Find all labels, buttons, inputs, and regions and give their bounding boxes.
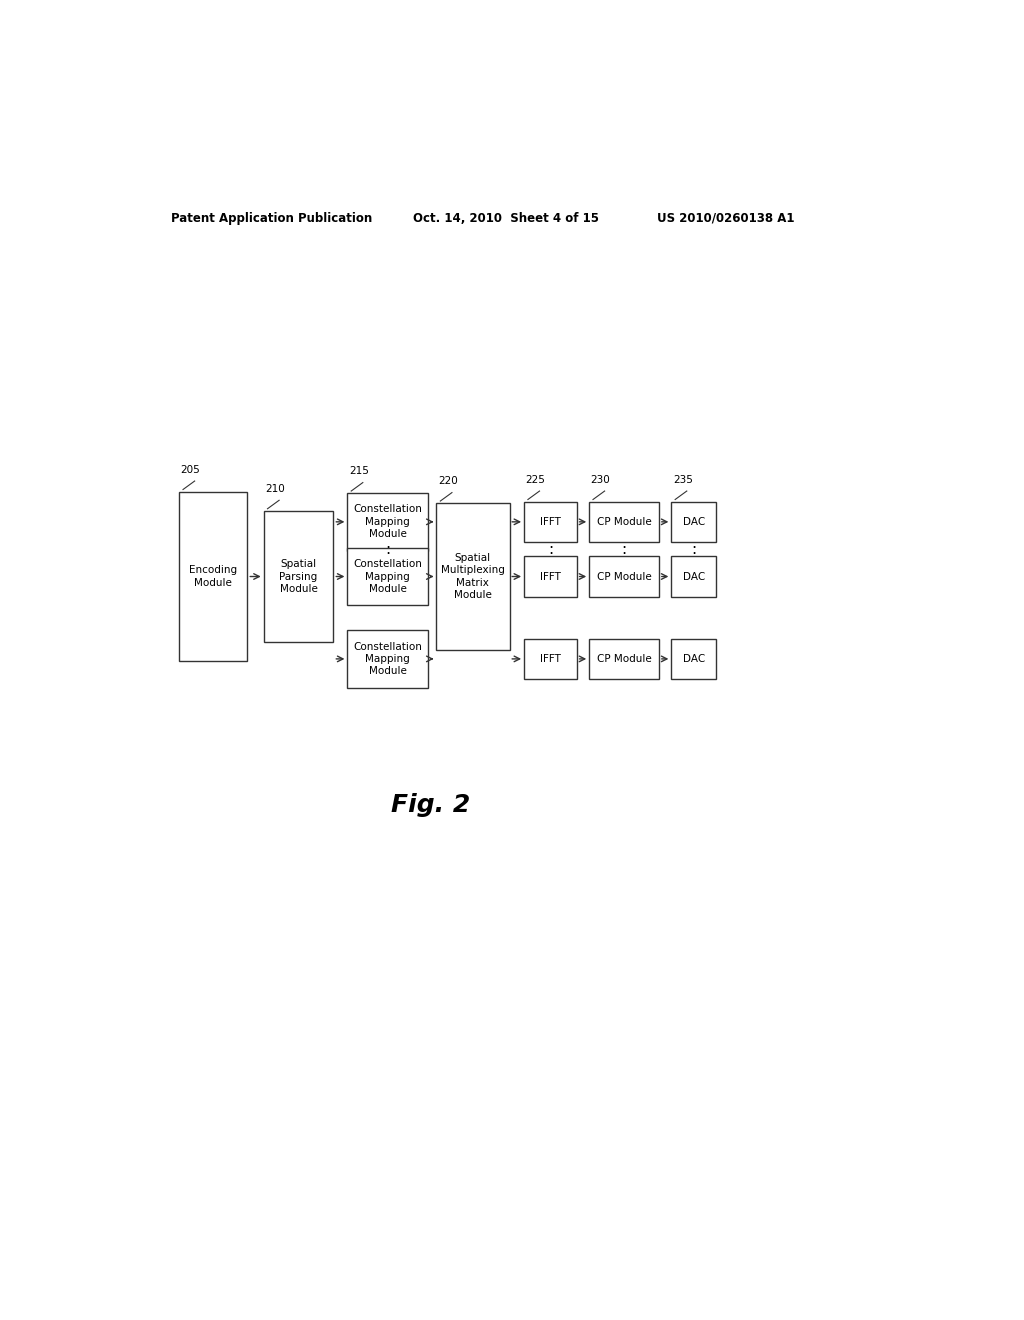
Text: Patent Application Publication: Patent Application Publication bbox=[171, 213, 372, 224]
Text: IFFT: IFFT bbox=[540, 653, 561, 664]
Text: :: : bbox=[622, 541, 627, 557]
Text: :: : bbox=[385, 541, 390, 557]
Bar bbox=[347, 492, 428, 550]
Bar bbox=[672, 557, 716, 597]
Text: US 2010/0260138 A1: US 2010/0260138 A1 bbox=[657, 213, 795, 224]
Text: Spatial
Multiplexing
Matrix
Module: Spatial Multiplexing Matrix Module bbox=[441, 553, 505, 601]
Bar bbox=[179, 492, 248, 661]
Text: Encoding
Module: Encoding Module bbox=[189, 565, 238, 587]
Text: CP Module: CP Module bbox=[597, 653, 651, 664]
Text: Constellation
Mapping
Module: Constellation Mapping Module bbox=[353, 560, 422, 594]
Text: DAC: DAC bbox=[683, 517, 705, 527]
Bar bbox=[524, 557, 577, 597]
Bar bbox=[436, 503, 510, 649]
Bar bbox=[589, 557, 658, 597]
Text: 230: 230 bbox=[591, 475, 610, 484]
Bar bbox=[589, 502, 658, 543]
Bar bbox=[672, 502, 716, 543]
Text: 235: 235 bbox=[673, 475, 692, 484]
Bar bbox=[263, 511, 334, 642]
Bar bbox=[347, 630, 428, 688]
Text: CP Module: CP Module bbox=[597, 572, 651, 582]
Text: DAC: DAC bbox=[683, 572, 705, 582]
Text: 225: 225 bbox=[525, 475, 546, 484]
Text: DAC: DAC bbox=[683, 653, 705, 664]
Bar bbox=[524, 639, 577, 678]
Bar bbox=[524, 502, 577, 543]
Text: IFFT: IFFT bbox=[540, 572, 561, 582]
Bar bbox=[347, 548, 428, 606]
Text: 215: 215 bbox=[349, 466, 369, 477]
Text: Constellation
Mapping
Module: Constellation Mapping Module bbox=[353, 642, 422, 676]
Bar bbox=[672, 639, 716, 678]
Text: 205: 205 bbox=[180, 465, 201, 475]
Text: Oct. 14, 2010  Sheet 4 of 15: Oct. 14, 2010 Sheet 4 of 15 bbox=[414, 213, 599, 224]
Text: Constellation
Mapping
Module: Constellation Mapping Module bbox=[353, 504, 422, 540]
Text: CP Module: CP Module bbox=[597, 517, 651, 527]
Text: 210: 210 bbox=[265, 484, 285, 494]
Text: :: : bbox=[548, 541, 553, 557]
Text: 220: 220 bbox=[438, 477, 458, 487]
Bar bbox=[589, 639, 658, 678]
Text: IFFT: IFFT bbox=[540, 517, 561, 527]
Text: Spatial
Parsing
Module: Spatial Parsing Module bbox=[280, 560, 317, 594]
Text: :: : bbox=[691, 541, 696, 557]
Text: Fig. 2: Fig. 2 bbox=[390, 793, 470, 817]
